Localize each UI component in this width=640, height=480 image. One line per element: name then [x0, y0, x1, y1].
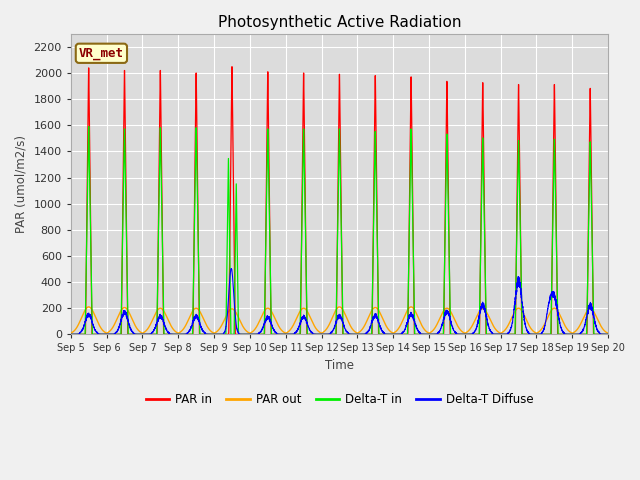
- X-axis label: Time: Time: [325, 359, 354, 372]
- Y-axis label: PAR (umol/m2/s): PAR (umol/m2/s): [15, 135, 28, 233]
- Legend: PAR in, PAR out, Delta-T in, Delta-T Diffuse: PAR in, PAR out, Delta-T in, Delta-T Dif…: [141, 388, 538, 411]
- Text: VR_met: VR_met: [79, 47, 124, 60]
- Title: Photosynthetic Active Radiation: Photosynthetic Active Radiation: [218, 15, 461, 30]
